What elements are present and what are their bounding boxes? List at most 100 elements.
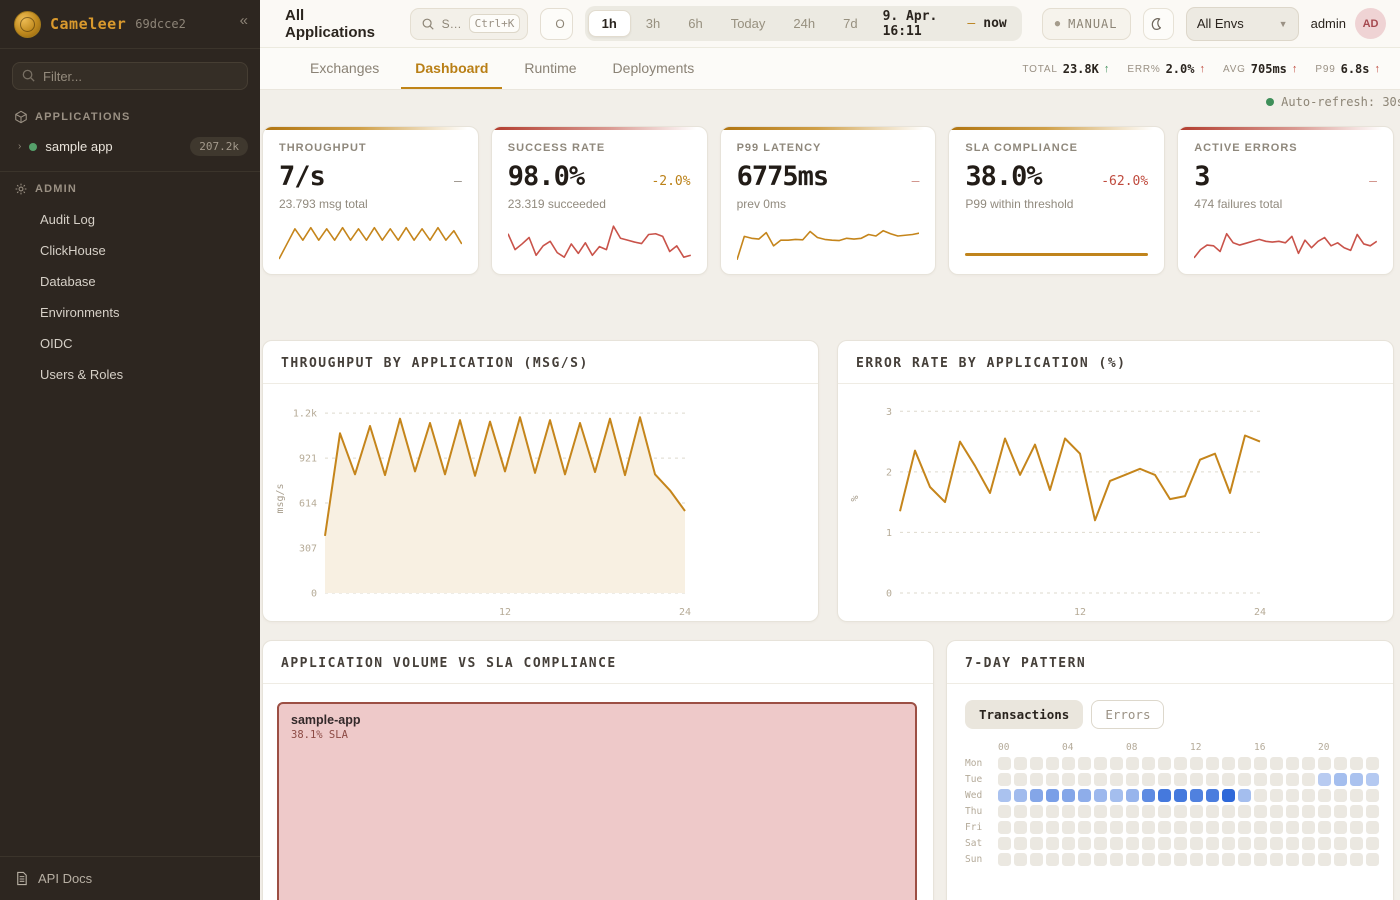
volume-vs-sla-card: APPLICATION VOLUME VS SLA COMPLIANCE sam…: [262, 640, 934, 900]
sidebar-item-audit-log[interactable]: Audit Log: [40, 212, 95, 227]
range-button-1h[interactable]: 1h: [587, 10, 631, 37]
kpi-value: 7/s: [279, 161, 326, 192]
search-placeholder: S…: [441, 16, 462, 31]
heatmap-cell: [1286, 853, 1299, 866]
heatmap-cell: [1062, 789, 1075, 802]
stat-value: 705ms: [1250, 62, 1287, 76]
tab-exchanges[interactable]: Exchanges: [296, 50, 393, 89]
heatmap-cell: [1238, 757, 1251, 770]
heatmap-cell: [1270, 853, 1283, 866]
kpi-accent-strip: [720, 127, 936, 130]
kpi-accent-strip: [1178, 127, 1393, 130]
status-dot-green: [1266, 98, 1275, 106]
chevron-right-icon[interactable]: ›: [18, 141, 22, 152]
range-button-6h[interactable]: 6h: [675, 10, 715, 37]
summary-stats: TOTAL 23.8K ↑ ERR% 2.0% ↑ AVG 705ms ↑ P99 6.8s ↑: [1022, 62, 1380, 89]
sidebar-item-clickhouse[interactable]: ClickHouse: [40, 243, 106, 258]
range-button-3h[interactable]: 3h: [633, 10, 673, 37]
heatmap-cell: [1158, 821, 1171, 834]
heatmap-cell: [1142, 821, 1155, 834]
app-item-label: sample app: [45, 139, 113, 154]
toggle-errors[interactable]: Errors: [1091, 700, 1165, 729]
heatmap-cell: [1046, 789, 1059, 802]
moon-icon: [1151, 18, 1161, 30]
heatmap-cell: [1126, 757, 1139, 770]
heatmap-cell: [1094, 853, 1107, 866]
global-search[interactable]: S… Ctrl+K: [409, 7, 529, 40]
pattern-body: Transactions Errors 00 04 08 12 16 20 Mon Tue We…: [947, 684, 1393, 882]
heatmap: 00 04 08 12 16 20 Mon Tue Wed Thu Fri Sat Sun: [965, 741, 1379, 866]
heatmap-cell: [1318, 821, 1331, 834]
chart-title: ERROR RATE BY APPLICATION (%): [856, 356, 1127, 371]
brand-version: 69dcce2: [135, 17, 186, 31]
sidebar-item-sample-app[interactable]: › sample app 207.2k: [0, 130, 260, 163]
kpi-value: 3: [1194, 161, 1210, 192]
range-button-today[interactable]: Today: [718, 10, 779, 37]
sidebar-item-users-roles[interactable]: Users & Roles: [40, 367, 124, 382]
applications-section-label: APPLICATIONS: [35, 111, 131, 123]
kpi-label: SUCCESS RATE: [507, 142, 606, 154]
heatmap-cell: [1318, 789, 1331, 802]
chart-body: 0 1 2 3 12 24%: [838, 384, 1393, 621]
range-button-7d[interactable]: 7d: [830, 10, 870, 37]
kpi-card-throughput: THROUGHPUT 7/s – 23.793 msg total: [262, 126, 479, 275]
range-button-24h[interactable]: 24h: [780, 10, 828, 37]
search-icon: [22, 69, 35, 82]
heatmap-cell: [1174, 805, 1187, 818]
kpi-value: 38.0%: [965, 161, 1042, 192]
trend-arrow-icon: ↑: [1291, 63, 1298, 75]
heatmap-cell: [1270, 789, 1283, 802]
kpi-value: 98.0%: [507, 161, 585, 192]
app-count-badge: 207.2k: [190, 137, 248, 156]
sidebar-item-oidc[interactable]: OIDC: [40, 336, 73, 351]
sidebar-header: Cameleer 69dcce2 «: [0, 0, 260, 49]
sidebar-item-database[interactable]: Database: [40, 274, 96, 289]
sidebar-item-api-docs[interactable]: API Docs: [0, 856, 260, 900]
svg-text:24: 24: [679, 607, 691, 618]
dashboard-content: Auto-refresh: 30s THROUGHPUT 7/s – 23.793 m…: [260, 90, 1400, 900]
env-select[interactable]: All Envs ▼: [1185, 6, 1299, 41]
treemap-item-sample-app[interactable]: sample-app 38.1% SLA: [277, 702, 917, 900]
heatmap-cell: [1030, 757, 1043, 770]
heatmap-hour-label: 04: [1062, 742, 1074, 753]
heatmap-cell: [1158, 757, 1171, 770]
kpi-sparkline: [508, 220, 691, 262]
time-range-control: 1h 3h 6h Today 24h 7d 9. Apr. 16:11 – now: [584, 6, 1022, 41]
heatmap-cell: [1222, 805, 1235, 818]
chevron-down-icon: ▼: [1278, 18, 1288, 29]
heatmap-hour-label: 16: [1254, 742, 1266, 753]
heatmap-cell: [1206, 757, 1219, 770]
heatmap-cell: [1174, 837, 1187, 850]
api-docs-label: API Docs: [38, 871, 93, 886]
toggle-transactions[interactable]: Transactions: [965, 700, 1084, 729]
heatmap-cell: [1366, 789, 1379, 802]
heatmap-cell: [1206, 821, 1219, 834]
date-range-display[interactable]: 9. Apr. 16:11 – now: [873, 9, 1019, 39]
heatmap-cell: [1302, 805, 1315, 818]
main-column: All Applications S… Ctrl+K O 1h 3h 6h Today…: [260, 0, 1400, 900]
heatmap-cell: [1302, 757, 1315, 770]
heatmap-cell: [1078, 789, 1091, 802]
camel-logo-icon: [14, 10, 41, 38]
tab-dashboard[interactable]: Dashboard: [401, 50, 503, 89]
tab-deployments[interactable]: Deployments: [599, 50, 709, 89]
sidebar-collapse-button[interactable]: «: [239, 12, 248, 29]
dark-mode-toggle[interactable]: [1142, 7, 1174, 40]
filter-input[interactable]: [12, 62, 248, 90]
heatmap-cell: [1014, 757, 1027, 770]
avatar[interactable]: AD: [1355, 8, 1387, 39]
heatmap-cell: [998, 853, 1011, 866]
kpi-value: 6775ms: [736, 161, 830, 192]
treemap-sla-value: 38.1% SLA: [291, 729, 348, 741]
sidebar-item-environments[interactable]: Environments: [40, 305, 120, 320]
manual-refresh-button[interactable]: ● MANUAL: [1041, 7, 1131, 40]
heatmap-cell: [1174, 789, 1187, 802]
heatmap-cell: [1254, 789, 1267, 802]
heatmap-cell: [1062, 837, 1075, 850]
heatmap-cell: [1142, 837, 1155, 850]
heatmap-cell: [1078, 805, 1091, 818]
applications-section-header: APPLICATIONS: [0, 100, 260, 130]
heatmap-cell: [998, 805, 1011, 818]
tab-runtime[interactable]: Runtime: [510, 50, 590, 89]
svg-text:921: 921: [299, 454, 317, 465]
